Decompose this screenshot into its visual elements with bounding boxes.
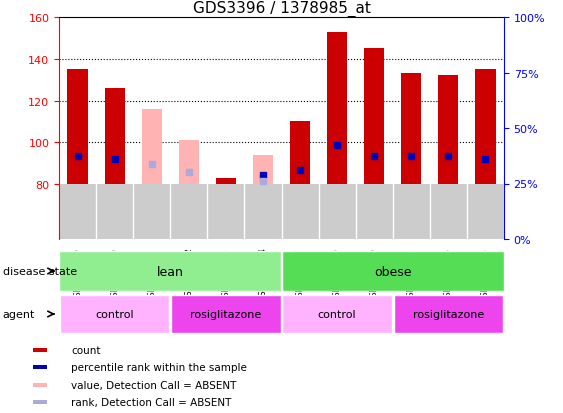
- Bar: [59, 185, 504, 240]
- Bar: [290, 122, 310, 185]
- Text: agent: agent: [3, 309, 35, 319]
- Bar: [327, 33, 347, 185]
- Bar: [394, 295, 503, 333]
- Text: lean: lean: [157, 265, 184, 278]
- Text: rosiglitazone: rosiglitazone: [413, 309, 484, 319]
- Bar: [178, 141, 199, 185]
- Bar: [401, 74, 422, 185]
- Bar: [171, 295, 280, 333]
- Bar: [60, 295, 169, 333]
- Text: rank, Detection Call = ABSENT: rank, Detection Call = ABSENT: [72, 397, 231, 407]
- Bar: [33, 383, 47, 387]
- Text: count: count: [72, 345, 101, 355]
- Bar: [68, 70, 88, 185]
- Bar: [216, 178, 236, 185]
- Text: obese: obese: [374, 265, 412, 278]
- Text: control: control: [95, 309, 134, 319]
- Bar: [475, 70, 495, 185]
- Bar: [59, 252, 280, 291]
- Bar: [438, 76, 458, 185]
- Bar: [33, 400, 47, 404]
- Text: percentile rank within the sample: percentile rank within the sample: [72, 362, 247, 373]
- Bar: [33, 365, 47, 370]
- Title: GDS3396 / 1378985_at: GDS3396 / 1378985_at: [193, 0, 370, 17]
- Text: control: control: [318, 309, 356, 319]
- Text: rosiglitazone: rosiglitazone: [190, 309, 262, 319]
- Text: disease state: disease state: [3, 266, 77, 276]
- Bar: [253, 155, 273, 185]
- Bar: [33, 348, 47, 352]
- Bar: [141, 109, 162, 185]
- Bar: [283, 252, 504, 291]
- Bar: [364, 49, 385, 185]
- Bar: [105, 89, 125, 185]
- Bar: [283, 295, 392, 333]
- Text: value, Detection Call = ABSENT: value, Detection Call = ABSENT: [72, 380, 236, 390]
